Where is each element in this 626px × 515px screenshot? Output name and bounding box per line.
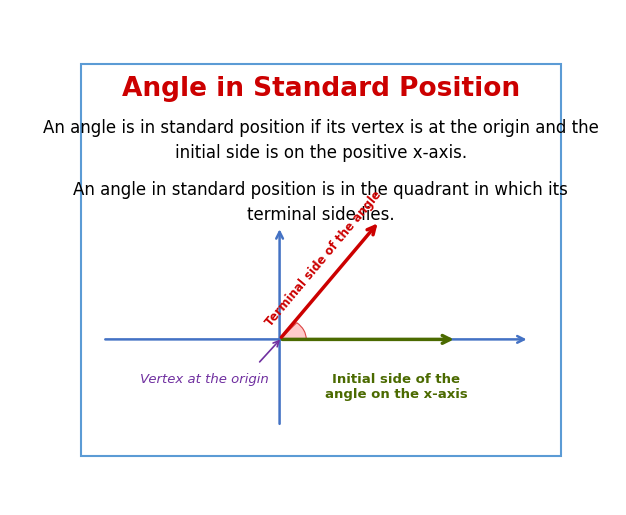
Wedge shape: [280, 323, 306, 339]
Text: An angle is in standard position if its vertex is at the origin and the
initial : An angle is in standard position if its …: [43, 119, 598, 162]
Text: Angle in Standard Position: Angle in Standard Position: [122, 76, 520, 101]
FancyBboxPatch shape: [81, 64, 561, 456]
Text: Initial side of the
angle on the x-axis: Initial side of the angle on the x-axis: [325, 373, 468, 401]
Text: Terminal side of the angle: Terminal side of the angle: [263, 188, 384, 330]
Text: Vertex at the origin: Vertex at the origin: [140, 373, 269, 386]
Text: An angle in standard position is in the quadrant in which its
terminal side lies: An angle in standard position is in the …: [73, 181, 568, 224]
